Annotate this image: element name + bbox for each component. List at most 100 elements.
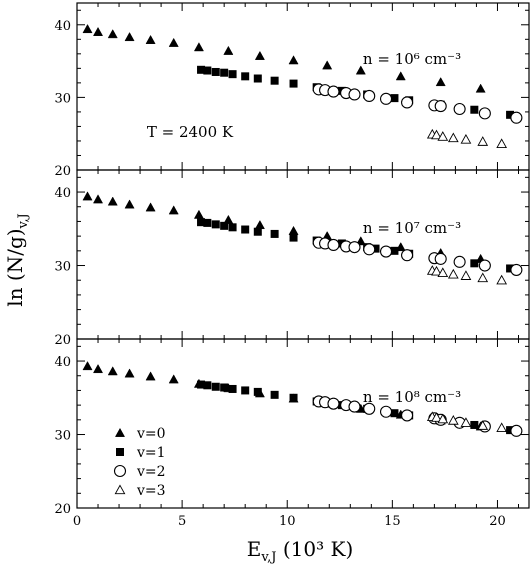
data-point bbox=[289, 233, 298, 242]
data-point bbox=[431, 265, 442, 276]
data-point bbox=[470, 259, 479, 268]
legend: v=0 v=1 v=2 v=3 bbox=[113, 426, 166, 499]
density-annotation: n = 10⁷ cm⁻³ bbox=[363, 219, 461, 237]
data-point bbox=[82, 361, 93, 371]
data-point bbox=[510, 263, 523, 276]
data-point bbox=[379, 92, 393, 105]
data-point bbox=[506, 110, 515, 119]
data-point bbox=[447, 132, 459, 143]
data-point bbox=[327, 397, 340, 410]
y-axis-label: ln (N/g)v,J bbox=[3, 213, 31, 306]
data-point bbox=[220, 68, 229, 77]
data-point bbox=[223, 214, 234, 224]
data-point bbox=[168, 37, 179, 47]
data-point bbox=[477, 272, 489, 283]
data-point bbox=[254, 219, 265, 230]
data-point bbox=[228, 223, 237, 232]
data-point bbox=[379, 405, 393, 418]
panel-top: 20 30 40 n = 10⁶ cm⁻³ T = 2400 K bbox=[54, 2, 530, 179]
data-point bbox=[390, 409, 399, 418]
data-point bbox=[107, 196, 118, 206]
data-point bbox=[254, 50, 265, 60]
x-tick-label: 20 bbox=[489, 514, 506, 529]
plot-frame bbox=[76, 169, 530, 340]
y-tick-label: 30 bbox=[54, 91, 71, 106]
density-annotation: n = 10⁶ cm⁻³ bbox=[363, 50, 461, 68]
y-axis-label-subscript: v,J bbox=[16, 213, 31, 229]
data-point bbox=[220, 383, 229, 392]
data-point bbox=[289, 79, 298, 88]
data-point bbox=[348, 241, 361, 254]
data-point bbox=[460, 133, 472, 144]
data-point bbox=[92, 26, 104, 36]
plot-frame bbox=[76, 338, 530, 509]
data-point bbox=[145, 202, 156, 212]
series-circle-open bbox=[312, 83, 523, 124]
data-point bbox=[124, 368, 135, 378]
series-triangle-open bbox=[426, 128, 508, 148]
data-point bbox=[460, 417, 472, 427]
legend-label: v=1 bbox=[136, 445, 166, 461]
data-point bbox=[288, 225, 299, 235]
data-point bbox=[453, 102, 466, 116]
data-point bbox=[228, 384, 237, 393]
data-point bbox=[223, 45, 234, 55]
data-point bbox=[253, 387, 262, 396]
data-point bbox=[220, 221, 229, 230]
data-point bbox=[477, 136, 489, 146]
data-point bbox=[270, 229, 279, 238]
data-point bbox=[460, 270, 472, 280]
data-point bbox=[510, 424, 523, 437]
data-point bbox=[203, 218, 212, 227]
y-tick-label: 20 bbox=[54, 164, 71, 179]
y-tick-label: 20 bbox=[54, 502, 71, 517]
data-point bbox=[168, 374, 179, 384]
data-point bbox=[211, 382, 220, 391]
data-point bbox=[390, 246, 399, 255]
data-point bbox=[203, 381, 212, 390]
data-point bbox=[401, 96, 414, 109]
data-point bbox=[253, 74, 262, 83]
data-point bbox=[496, 138, 508, 148]
temperature-annotation: T = 2400 K bbox=[147, 123, 234, 141]
data-point bbox=[437, 413, 449, 424]
data-point bbox=[241, 225, 250, 234]
legend-marker bbox=[114, 427, 126, 437]
data-point bbox=[241, 386, 250, 395]
plot-frame bbox=[76, 2, 530, 171]
data-point bbox=[477, 420, 489, 430]
x-tick-label: 10 bbox=[279, 514, 296, 529]
data-point bbox=[478, 259, 491, 272]
data-point bbox=[203, 66, 212, 75]
x-axis-label-subscript: v,J bbox=[260, 550, 276, 565]
data-point bbox=[107, 366, 118, 376]
data-point bbox=[322, 60, 333, 70]
y-tick-label: 40 bbox=[54, 19, 71, 34]
data-point bbox=[371, 244, 380, 253]
data-point bbox=[327, 238, 340, 251]
data-point bbox=[289, 393, 298, 402]
data-point bbox=[327, 85, 340, 98]
data-point bbox=[288, 55, 299, 65]
data-point bbox=[506, 426, 515, 435]
y-tick-label: 20 bbox=[54, 333, 71, 348]
data-point bbox=[211, 220, 220, 229]
data-point bbox=[168, 205, 179, 215]
data-point bbox=[348, 400, 361, 413]
data-point bbox=[82, 191, 93, 201]
data-point bbox=[470, 420, 479, 429]
data-point bbox=[434, 252, 447, 265]
data-point bbox=[270, 390, 279, 399]
density-annotation: n = 10⁸ cm⁻³ bbox=[363, 388, 461, 406]
data-point bbox=[447, 268, 459, 279]
data-point bbox=[510, 111, 523, 124]
legend-marker bbox=[116, 448, 124, 456]
data-point bbox=[348, 88, 361, 101]
data-point bbox=[453, 255, 466, 268]
data-point bbox=[197, 218, 206, 227]
data-point bbox=[197, 380, 206, 389]
legend-label: v=2 bbox=[136, 464, 166, 480]
data-point bbox=[124, 32, 135, 42]
series-triangle-open bbox=[426, 265, 508, 285]
